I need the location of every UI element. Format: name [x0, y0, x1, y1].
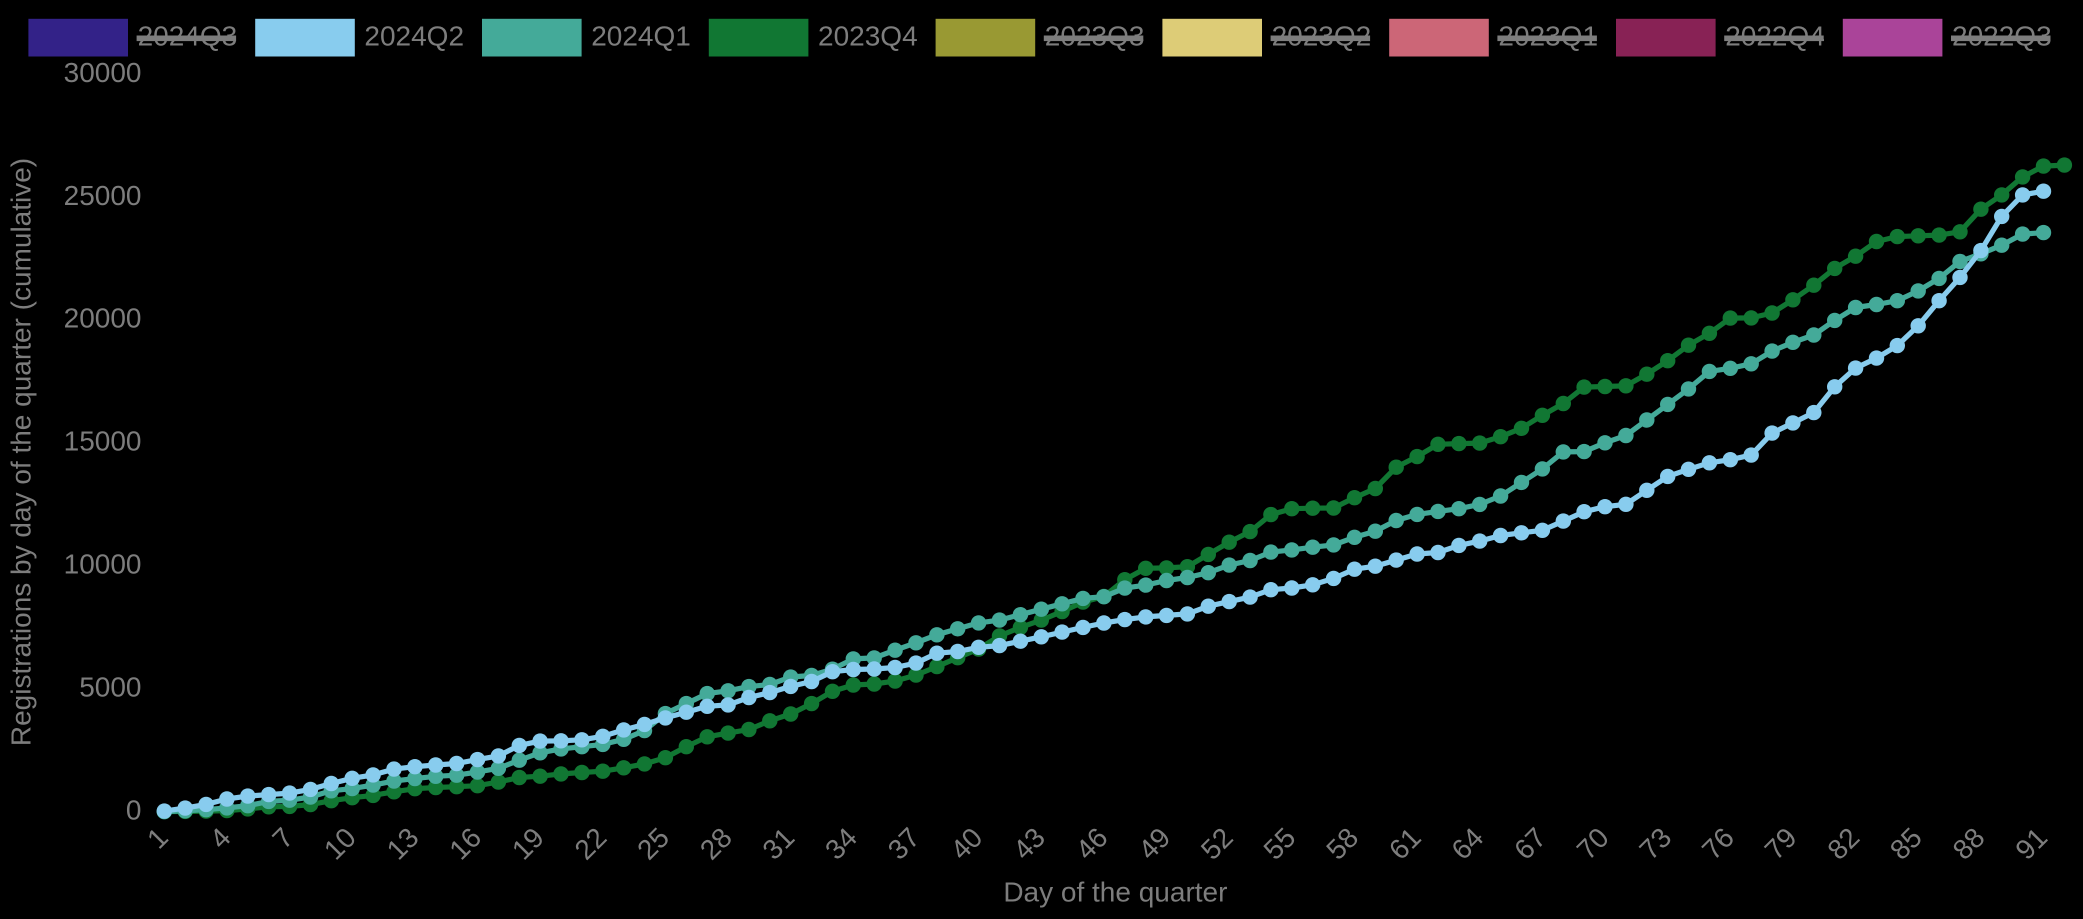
svg-text:91: 91: [2009, 822, 2053, 866]
svg-text:76: 76: [1696, 822, 1740, 866]
svg-text:Day of the quarter: Day of the quarter: [1003, 877, 1227, 908]
svg-text:34: 34: [819, 822, 863, 866]
svg-text:31: 31: [756, 822, 800, 866]
svg-text:67: 67: [1508, 822, 1552, 866]
svg-text:55: 55: [1258, 822, 1302, 866]
svg-text:37: 37: [882, 822, 926, 866]
svg-text:13: 13: [381, 822, 425, 866]
svg-text:2024Q1: 2024Q1: [591, 20, 691, 51]
svg-text:88: 88: [1947, 822, 1991, 866]
svg-text:43: 43: [1007, 822, 1051, 866]
svg-text:30000: 30000: [64, 57, 142, 88]
svg-text:49: 49: [1132, 822, 1176, 866]
svg-text:2023Q4: 2023Q4: [818, 20, 918, 51]
svg-text:10000: 10000: [64, 549, 142, 580]
svg-text:15000: 15000: [64, 426, 142, 457]
svg-text:10: 10: [318, 822, 362, 866]
svg-text:20000: 20000: [64, 303, 142, 334]
svg-text:82: 82: [1821, 822, 1865, 866]
svg-text:7: 7: [266, 822, 299, 855]
svg-text:70: 70: [1571, 822, 1615, 866]
svg-text:79: 79: [1759, 822, 1803, 866]
svg-text:5000: 5000: [79, 671, 141, 702]
svg-text:25000: 25000: [64, 180, 142, 211]
svg-text:46: 46: [1070, 822, 1114, 866]
svg-text:28: 28: [694, 822, 738, 866]
svg-text:73: 73: [1633, 822, 1677, 866]
svg-text:4: 4: [204, 822, 237, 855]
svg-text:52: 52: [1195, 822, 1239, 866]
svg-text:85: 85: [1884, 822, 1928, 866]
svg-text:0: 0: [126, 794, 142, 825]
svg-text:2024Q2: 2024Q2: [364, 20, 464, 51]
svg-text:64: 64: [1445, 822, 1489, 866]
svg-text:1: 1: [141, 822, 174, 855]
svg-text:16: 16: [443, 822, 487, 866]
svg-text:40: 40: [944, 822, 988, 866]
svg-text:19: 19: [506, 822, 550, 866]
svg-text:25: 25: [631, 822, 675, 866]
svg-text:Registrations by day of the qu: Registrations by day of the quarter (cum…: [6, 158, 37, 746]
svg-text:61: 61: [1383, 822, 1427, 866]
svg-text:22: 22: [569, 822, 613, 866]
svg-text:58: 58: [1320, 822, 1364, 866]
